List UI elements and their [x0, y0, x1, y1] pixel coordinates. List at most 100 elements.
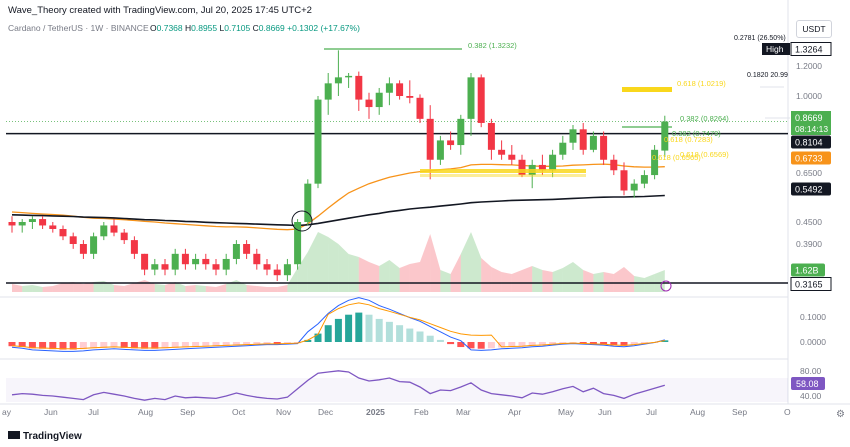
candle-body: [49, 225, 57, 229]
candle-body: [130, 240, 138, 254]
volume-area: [256, 286, 267, 292]
macd-histogram-bar: [39, 342, 47, 349]
settings-gear-icon[interactable]: ⚙: [836, 409, 845, 420]
candle-body: [355, 75, 363, 100]
candle-body: [467, 77, 475, 119]
volume-area: [420, 234, 431, 292]
macd-histogram-bar: [589, 342, 597, 345]
time-axis-tick: Apr: [508, 407, 521, 417]
volume-area: [522, 266, 533, 292]
macd-histogram-bar: [90, 342, 98, 349]
tradingview-brand: TradingView: [8, 431, 82, 442]
volume-area: [83, 282, 94, 292]
time-axis-tick: May: [558, 407, 575, 417]
candle-body: [39, 219, 47, 226]
macd-histogram-bar: [559, 342, 567, 344]
candle-body: [406, 96, 414, 98]
tradingview-logo-icon: [8, 431, 20, 439]
macd-histogram-bar: [498, 342, 506, 348]
time-axis-tick: Sep: [180, 407, 195, 417]
macd-histogram-bar: [151, 342, 159, 349]
ema200-line: [11, 194, 665, 227]
volume-label-box: [791, 263, 825, 277]
macd-axis-tick: 0.0000: [800, 337, 826, 347]
volume-area: [573, 262, 584, 292]
volume-area: [511, 270, 522, 292]
fib-zone-middle: [420, 169, 586, 173]
macd-histogram-bar: [477, 342, 485, 349]
volume-area: [593, 272, 604, 292]
rsi-axis-tick: 40.00: [800, 391, 822, 401]
candle-body: [59, 228, 67, 237]
countdown-label: 08:14:13: [795, 124, 828, 134]
macd-histogram-bar: [579, 342, 587, 344]
candle-body: [416, 97, 424, 119]
macd-histogram-bar: [538, 342, 546, 346]
candle-body: [396, 83, 404, 96]
macd-histogram-bar: [202, 342, 210, 347]
candle-body: [538, 164, 546, 171]
candle-body: [79, 244, 87, 254]
currency-button[interactable]: USDT: [796, 20, 832, 38]
time-axis-tick: Jun: [44, 407, 58, 417]
volume-area: [175, 282, 186, 292]
time-axis-tick: 2025: [366, 407, 385, 417]
volume-area: [63, 282, 74, 292]
ohlc-change: +0.1302 (+17.67%): [287, 23, 360, 33]
macd-histogram-bar: [181, 342, 189, 348]
macd-histogram-bar: [355, 312, 363, 342]
macd-histogram-bar: [467, 342, 475, 349]
time-axis-tick: Jun: [598, 407, 612, 417]
macd-histogram-bar: [69, 342, 77, 350]
ema200-label-box: [791, 182, 831, 196]
candle-body: [600, 135, 608, 160]
candle-body: [253, 253, 261, 265]
volume-area: [389, 260, 400, 292]
volume-area: [205, 286, 216, 292]
macd-histogram-bar: [8, 342, 16, 347]
support-label: 0.8104: [795, 138, 823, 148]
rsi-line: [11, 370, 665, 401]
high-value: 1.3264: [795, 45, 823, 55]
candle-body: [569, 129, 577, 143]
fib-label: 0.618 (1.0219): [677, 79, 726, 88]
macd-histogram-bar: [436, 339, 444, 342]
volume-area: [369, 262, 380, 292]
candle-body: [549, 154, 557, 171]
volume-area: [491, 267, 502, 292]
volume-area: [236, 280, 247, 292]
low-label-border: [790, 277, 832, 291]
time-axis-tick: Nov: [276, 407, 292, 417]
candle-body: [375, 92, 383, 108]
price-axis-tick: 0.4500: [796, 217, 822, 227]
price-axis-tick: 0.6500: [796, 168, 822, 178]
macd-histogram-bar: [426, 335, 434, 342]
candle-body: [620, 170, 628, 191]
macd-histogram-bar: [283, 342, 291, 344]
volume-area: [613, 267, 624, 292]
macd-layer: 0.1000 0.0000: [8, 297, 826, 352]
candle-body: [141, 253, 149, 270]
volume-area: [562, 262, 573, 292]
candle-body: [559, 142, 567, 155]
ohlc-low-label: L: [219, 23, 225, 33]
ema200-label: 0.5492: [795, 185, 823, 195]
macd-histogram-bar: [243, 342, 251, 345]
macd-histogram-bar: [171, 342, 179, 348]
fib-zone-upper: [622, 87, 672, 92]
time-axis-tick: Jul: [646, 407, 657, 417]
macd-histogram-bar: [192, 342, 200, 348]
low-label: 0.3165: [795, 280, 823, 290]
fib-label: 0.618 (0.6569): [680, 150, 729, 159]
macd-histogram-bar: [416, 331, 424, 342]
time-axis-tick: Sep: [732, 407, 747, 417]
macd-histogram-bar: [661, 340, 669, 342]
volume-area: [379, 260, 390, 292]
candle-body: [283, 264, 291, 276]
candle-body: [365, 99, 373, 108]
high-value-border: [790, 42, 832, 56]
volume-area: [542, 270, 553, 292]
volume-area: [471, 232, 482, 292]
volume-area: [277, 285, 288, 292]
support-label-box: [791, 135, 831, 149]
